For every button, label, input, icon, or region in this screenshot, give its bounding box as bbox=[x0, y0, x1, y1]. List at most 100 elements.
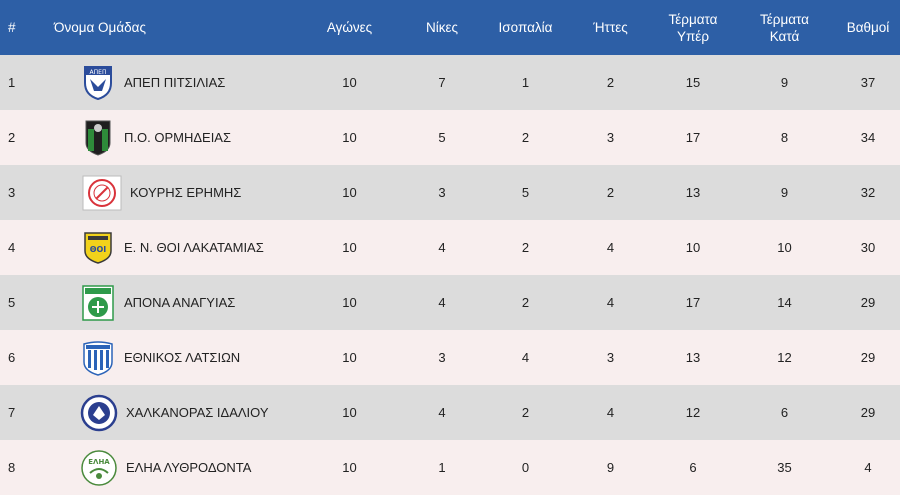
apona-crest-icon bbox=[82, 284, 114, 322]
losses-cell: 2 bbox=[606, 75, 615, 90]
row-position: 2 bbox=[8, 130, 16, 145]
team-name: ΚΟΥΡΗΣ ΕΡΗΜΗΣ bbox=[130, 185, 242, 200]
goals-against-cell: 6 bbox=[780, 405, 789, 420]
team-cell: Π.Ο. ΟΡΜΗΔΕΙΑΣ bbox=[40, 110, 298, 165]
row-position: 4 bbox=[8, 240, 16, 255]
played-cell: 10 bbox=[342, 295, 357, 310]
goals-for-cell: 13 bbox=[685, 185, 701, 200]
header-team-name: Όνομα Ομάδας bbox=[54, 20, 146, 35]
thoi-crest-label: ΘΟΙ bbox=[90, 245, 107, 254]
losses-cell: 4 bbox=[606, 240, 615, 255]
elia-crest-label: ΕΛΗΑ bbox=[88, 458, 110, 466]
header-goals-for-line1: Τέρματα bbox=[668, 11, 718, 27]
row-position: 7 bbox=[8, 405, 16, 420]
wins-cell: 3 bbox=[438, 185, 446, 200]
team-cell: ΚΟΥΡΗΣ ΕΡΗΜΗΣ bbox=[40, 165, 298, 220]
team-name: ΕΛΗΑ ΛΥΘΡΟΔΟΝΤΑ bbox=[126, 460, 252, 475]
played-cell: 10 bbox=[342, 185, 357, 200]
team-cell: ΧΑΛΚΑΝΟΡΑΣ ΙΔΑΛΙΟΥ bbox=[40, 385, 298, 440]
wins-cell: 4 bbox=[438, 405, 446, 420]
goals-against-cell: 9 bbox=[780, 185, 789, 200]
team-name: ΑΠΕΠ ΠΙΤΣΙΛΙΑΣ bbox=[124, 75, 226, 90]
losses-cell: 3 bbox=[606, 130, 615, 145]
team-name: ΕΘΝΙΚΟΣ ΛΑΤΣΙΩΝ bbox=[124, 350, 241, 365]
table-row: 2 Π.Ο. ΟΡΜΗΔΕΙΑΣ 10 5 2 3 bbox=[0, 110, 900, 165]
apep-crest-icon: ΑΠΕΠ bbox=[82, 64, 114, 102]
goals-against-cell: 10 bbox=[777, 240, 792, 255]
chalkanoras-crest-icon bbox=[80, 394, 118, 432]
thoi-crest-icon: ΘΟΙ bbox=[82, 229, 114, 267]
goals-for-cell: 6 bbox=[689, 460, 697, 475]
team-cell: ΕΛΗΑ ΕΛΗΑ ΛΥΘΡΟΔΟΝΤΑ bbox=[40, 440, 298, 495]
played-cell: 10 bbox=[342, 350, 357, 365]
team-cell: ΑΠΟΝΑ ΑΝΑΓΥΙΑΣ bbox=[40, 275, 298, 330]
points-cell: 32 bbox=[860, 185, 876, 200]
table-row: 4 ΘΟΙ Ε. Ν. ΘΟΙ ΛΑΚΑΤΑΜΙΑΣ 10 4 2 4 bbox=[0, 220, 900, 275]
team-name: ΧΑΛΚΑΝΟΡΑΣ ΙΔΑΛΙΟΥ bbox=[126, 405, 269, 420]
points-cell: 37 bbox=[860, 75, 876, 90]
played-cell: 10 bbox=[342, 75, 357, 90]
losses-cell: 3 bbox=[606, 350, 615, 365]
ethnikos-crest-icon bbox=[82, 339, 114, 377]
header-draws: Ισοπαλία bbox=[498, 20, 553, 35]
wins-cell: 3 bbox=[438, 350, 446, 365]
goals-against-cell: 12 bbox=[777, 350, 792, 365]
kouris-crest-icon bbox=[82, 174, 122, 212]
row-position: 5 bbox=[8, 295, 16, 310]
losses-cell: 2 bbox=[606, 185, 615, 200]
draws-cell: 4 bbox=[521, 350, 530, 365]
row-position: 6 bbox=[8, 350, 16, 365]
header-goals-against: Τέρματα Κατά bbox=[733, 0, 836, 55]
header-goals-for-line2: Υπέρ bbox=[676, 28, 710, 44]
draws-cell: 2 bbox=[521, 240, 530, 255]
table-row: 6 ΕΘΝΙΚΟΣ ΛΑΤΣΙΩΝ bbox=[0, 330, 900, 385]
table-row: 8 ΕΛΗΑ ΕΛΗΑ ΛΥΘΡΟΔΟΝΤΑ 10 1 0 bbox=[0, 440, 900, 495]
table-row: 1 ΑΠΕΠ ΑΠΕΠ ΠΙΤΣΙΛΙΑΣ 10 7 1 bbox=[0, 55, 900, 110]
losses-cell: 9 bbox=[606, 460, 615, 475]
goals-for-cell: 17 bbox=[685, 130, 701, 145]
header-position: # bbox=[8, 20, 16, 35]
header-points: Βαθμοί bbox=[846, 20, 890, 35]
row-position: 1 bbox=[8, 75, 16, 90]
goals-for-cell: 17 bbox=[685, 295, 701, 310]
wins-cell: 4 bbox=[438, 240, 446, 255]
goals-against-cell: 8 bbox=[780, 130, 789, 145]
team-cell: ΕΘΝΙΚΟΣ ΛΑΤΣΙΩΝ bbox=[40, 330, 298, 385]
losses-cell: 4 bbox=[606, 295, 615, 310]
team-cell: ΑΠΕΠ ΑΠΕΠ ΠΙΤΣΙΛΙΑΣ bbox=[40, 55, 298, 110]
draws-cell: 5 bbox=[521, 185, 530, 200]
ormideia-crest-icon bbox=[82, 119, 114, 157]
points-cell: 34 bbox=[860, 130, 876, 145]
row-position: 3 bbox=[8, 185, 16, 200]
wins-cell: 4 bbox=[438, 295, 446, 310]
points-cell: 29 bbox=[860, 295, 876, 310]
goals-for-cell: 12 bbox=[685, 405, 701, 420]
team-name: ΑΠΟΝΑ ΑΝΑΓΥΙΑΣ bbox=[124, 295, 236, 310]
team-name: Ε. Ν. ΘΟΙ ΛΑΚΑΤΑΜΙΑΣ bbox=[124, 240, 264, 255]
played-cell: 10 bbox=[342, 405, 357, 420]
draws-cell: 2 bbox=[521, 295, 530, 310]
wins-cell: 7 bbox=[438, 75, 446, 90]
header-goals-against-line1: Τέρματα bbox=[760, 11, 809, 27]
points-cell: 30 bbox=[860, 240, 876, 255]
played-cell: 10 bbox=[342, 130, 357, 145]
table-row: 7 ΧΑΛΚΑΝΟΡΑΣ ΙΔΑΛΙΟΥ 10 4 2 4 12 bbox=[0, 385, 900, 440]
draws-cell: 2 bbox=[521, 405, 530, 420]
draws-cell: 0 bbox=[521, 460, 530, 475]
draws-cell: 2 bbox=[521, 130, 530, 145]
apep-crest-label: ΑΠΕΠ bbox=[90, 69, 107, 76]
draws-cell: 1 bbox=[521, 75, 530, 90]
played-cell: 10 bbox=[342, 240, 357, 255]
points-cell: 4 bbox=[864, 460, 872, 475]
elia-crest-icon: ΕΛΗΑ bbox=[80, 449, 118, 487]
wins-cell: 5 bbox=[438, 130, 446, 145]
goals-for-cell: 15 bbox=[685, 75, 701, 90]
team-name: Π.Ο. ΟΡΜΗΔΕΙΑΣ bbox=[124, 130, 232, 145]
goals-against-cell: 35 bbox=[777, 460, 792, 475]
row-position: 8 bbox=[8, 460, 16, 475]
header-wins: Νίκες bbox=[425, 20, 459, 35]
losses-cell: 4 bbox=[606, 405, 615, 420]
table-header-row: # Όνομα Ομάδας Αγώνες Νίκες Ισοπαλία Ήττ… bbox=[0, 0, 900, 55]
goals-against-cell: 9 bbox=[780, 75, 789, 90]
